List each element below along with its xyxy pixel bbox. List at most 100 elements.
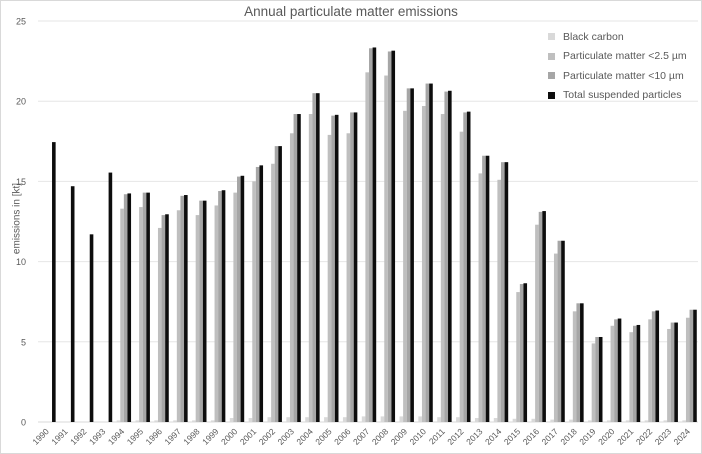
bar [165, 214, 169, 422]
bar [448, 90, 452, 423]
x-tick-label: 2021 [615, 426, 636, 447]
x-tick-label: 2015 [502, 426, 523, 447]
bar [610, 325, 615, 422]
bar [161, 215, 166, 422]
bar [550, 419, 554, 422]
bar [312, 93, 317, 423]
bar [553, 253, 558, 422]
bar [297, 114, 301, 423]
bar [466, 111, 471, 422]
bar [403, 110, 407, 422]
bar [305, 417, 309, 422]
x-tick-label: 2013 [464, 426, 485, 447]
legend-item-pm25: Particulate matter <2.5 µm [548, 47, 687, 67]
bar [399, 416, 404, 422]
bar [176, 210, 181, 422]
bar [689, 309, 694, 422]
legend-item-pm10: Particulate matter <10 µm [548, 66, 687, 86]
bar [588, 420, 592, 422]
x-tick-label: 2012 [445, 426, 466, 447]
bar [648, 319, 652, 422]
bar [89, 234, 94, 422]
bar [504, 162, 509, 423]
bar [361, 416, 366, 422]
bar [184, 195, 188, 422]
x-tick-label: 2005 [313, 426, 334, 447]
bar [617, 318, 622, 422]
bar [274, 146, 279, 422]
x-tick-label: 1996 [144, 426, 165, 447]
bar [252, 181, 256, 422]
x-tick-label: 2010 [408, 426, 429, 447]
x-tick-label: 2023 [653, 426, 674, 447]
x-tick-label: 2000 [219, 426, 240, 447]
bar [519, 284, 524, 422]
bar [406, 88, 411, 423]
bar [538, 211, 543, 422]
y-tick-label: 10 [16, 257, 26, 267]
legend-swatch [548, 91, 555, 99]
bar [501, 162, 505, 423]
bar [512, 418, 517, 422]
x-tick-label: 2008 [370, 426, 391, 447]
x-tick-label: 2017 [540, 426, 561, 447]
x-tick-label: 2019 [577, 426, 598, 447]
bar [670, 322, 675, 422]
bar [154, 420, 158, 422]
x-tick-label: 1998 [181, 426, 202, 447]
legend-label: Total suspended particles [563, 89, 682, 102]
x-tick-label: 2006 [332, 426, 353, 447]
bar [459, 131, 464, 422]
y-tick-label: 20 [16, 97, 26, 107]
bar [685, 317, 690, 422]
x-tick-label: 1995 [125, 426, 146, 447]
legend-item-tsp: Total suspended particles [548, 86, 687, 106]
bar [316, 93, 320, 423]
x-tick-label: 2009 [389, 426, 410, 447]
x-tick-label: 1994 [106, 426, 127, 447]
x-tick-label: 1991 [49, 426, 70, 447]
bar [221, 190, 226, 422]
legend-swatch [548, 33, 555, 41]
bar [387, 51, 392, 422]
bar [286, 417, 290, 422]
x-tick-label: 2014 [483, 426, 504, 447]
legend-swatch [548, 72, 555, 80]
bar [485, 155, 490, 422]
bar [421, 106, 426, 423]
bar [535, 224, 539, 422]
bar [595, 336, 599, 422]
bar [380, 416, 385, 422]
bar [70, 186, 75, 422]
bar [614, 319, 618, 422]
bar [52, 142, 56, 423]
bar [644, 420, 649, 422]
bar [120, 208, 124, 422]
bar [655, 310, 660, 422]
bar [674, 322, 678, 422]
bar [482, 155, 486, 422]
bar [135, 420, 140, 422]
bar [353, 112, 358, 422]
y-tick-label: 5 [21, 337, 26, 347]
bar [331, 115, 335, 423]
legend-label: Particulate matter <10 µm [563, 69, 684, 82]
bar [667, 328, 671, 422]
bar [180, 195, 185, 422]
bar [569, 419, 573, 422]
bar [372, 47, 377, 422]
bar [324, 417, 328, 422]
bar [418, 416, 422, 422]
x-tick-label: 2022 [634, 426, 655, 447]
bar [146, 192, 150, 422]
bar [580, 303, 584, 422]
bar [651, 311, 656, 422]
x-tick-label: 2004 [294, 426, 315, 447]
bar [248, 417, 253, 422]
bar [437, 417, 441, 422]
bar [240, 175, 245, 422]
bar [576, 303, 581, 422]
bar [531, 418, 536, 422]
bar [202, 200, 207, 422]
x-tick-label: 2002 [257, 426, 278, 447]
